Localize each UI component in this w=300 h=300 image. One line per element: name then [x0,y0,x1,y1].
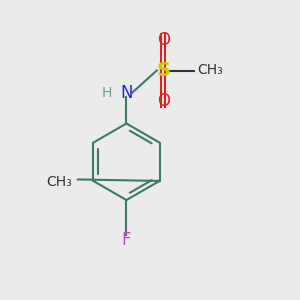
Text: F: F [122,231,131,249]
Text: CH₃: CH₃ [46,176,72,189]
Text: O: O [157,31,170,49]
Text: O: O [157,92,170,110]
Text: CH₃: CH₃ [197,64,223,77]
Text: H: H [102,85,112,100]
Text: N: N [120,84,133,102]
Text: S: S [156,61,170,80]
